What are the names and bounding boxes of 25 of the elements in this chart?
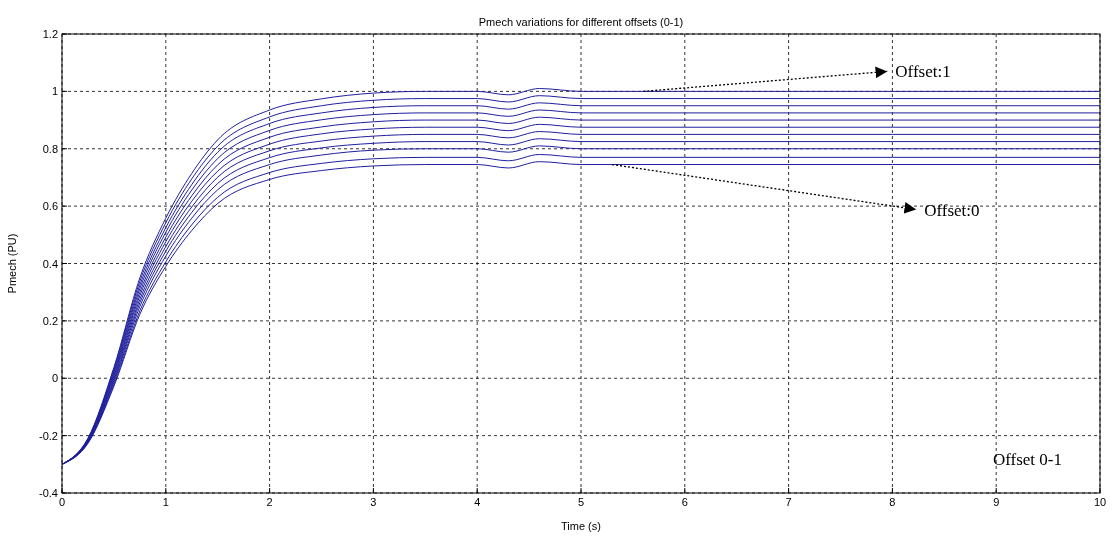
x-tick-label: 5 xyxy=(577,496,585,508)
x-tick-label: 10 xyxy=(1093,496,1107,508)
x-axis-title: Time (s) xyxy=(561,520,601,532)
x-tick-label: 1 xyxy=(162,496,169,508)
x-tick-label: 2 xyxy=(266,496,273,508)
annotation: Offset:1 xyxy=(895,62,951,82)
y-tick-label: 0.8 xyxy=(42,142,58,155)
x-tick-label: 8 xyxy=(889,496,896,508)
y-tick-label: -0.2 xyxy=(39,429,58,442)
x-tick-label: 3 xyxy=(370,496,377,508)
chart-title: Pmech variations for different offsets (0-1) xyxy=(478,16,684,28)
annotation: Offset:0 xyxy=(924,200,980,220)
y-tick-label: 0.4 xyxy=(42,257,58,270)
x-tick-label: 7 xyxy=(785,496,792,508)
x-tick-label: 6 xyxy=(681,496,688,508)
y-tick-label: 1 xyxy=(51,85,58,98)
y-tick-label: 0.6 xyxy=(42,200,58,213)
y-axis-title: Pmech (PU) xyxy=(6,233,18,294)
x-tick-label: 4 xyxy=(474,496,481,508)
x-tick-label: 9 xyxy=(993,496,1000,508)
annotation: Offset 0-1 xyxy=(992,450,1062,469)
y-tick-label: 0 xyxy=(51,372,58,385)
y-tick-label: -0.4 xyxy=(39,487,58,499)
y-tick-label: 0.2 xyxy=(42,314,58,327)
y-tick-label: 1.2 xyxy=(42,28,58,40)
